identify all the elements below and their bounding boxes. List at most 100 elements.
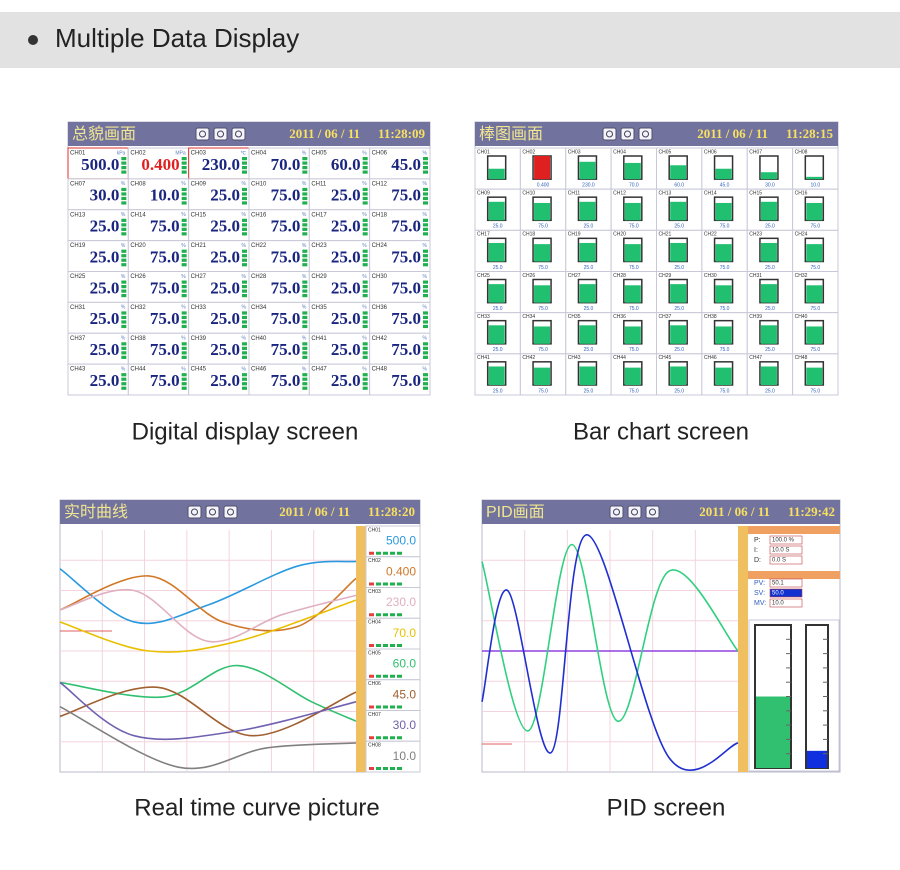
cell: [188, 363, 250, 396]
indicator: [362, 254, 368, 258]
indicator: [390, 582, 395, 586]
list-value: 500.0: [386, 534, 416, 548]
channel-name: CH30: [372, 274, 388, 280]
unit: %: [362, 305, 367, 311]
unit: ℃: [240, 150, 246, 156]
channel-name: CH02: [368, 558, 381, 564]
unit: %: [181, 181, 186, 187]
bar-value: 25.0: [493, 347, 503, 353]
bar: [624, 162, 641, 180]
bar: [806, 202, 823, 221]
channel-value: 25.0: [331, 247, 361, 266]
indicator: [302, 227, 308, 231]
time: 11:28:09: [378, 126, 425, 141]
cell: [792, 353, 839, 396]
channel-name: CH03: [368, 589, 381, 595]
channel-name: CH17: [477, 232, 490, 238]
indicator: [181, 289, 187, 293]
bar: [715, 244, 732, 262]
indicator: [121, 373, 127, 377]
indicator: [376, 767, 381, 770]
bar-value: 25.0: [765, 388, 775, 394]
indicator: [242, 263, 247, 267]
icon: [638, 127, 653, 141]
curve: [59, 588, 357, 643]
date: 2011 / 06 / 11: [697, 126, 768, 141]
unit: %: [121, 366, 126, 372]
indicator: [369, 674, 374, 678]
screen-title-bar: [475, 122, 838, 146]
list-value: 230.0: [386, 595, 416, 609]
param-box: [769, 535, 803, 545]
param-label: P:: [754, 537, 761, 544]
caption: PID screen: [607, 794, 726, 821]
channel-name: CH29: [311, 274, 327, 280]
indicator: [242, 355, 247, 359]
list-entry: [365, 679, 421, 711]
cell: [127, 209, 190, 242]
indicator: [242, 258, 247, 262]
channel-value: 10.0: [150, 186, 180, 205]
channel-value: 75.0: [271, 217, 301, 236]
channel-value: 25.0: [90, 309, 120, 328]
cell: [369, 301, 431, 334]
unit: %: [362, 150, 367, 156]
indicator: [369, 705, 374, 709]
indicator: [362, 377, 368, 381]
unit: %: [242, 366, 247, 372]
channel-name: CH23: [749, 232, 762, 238]
channel-value: 25.0: [210, 278, 240, 297]
channel-name: CH46: [251, 367, 267, 373]
bar: [488, 242, 505, 262]
channel-value: 75.0: [391, 247, 421, 266]
indicator: [362, 373, 368, 377]
gauge: [756, 696, 790, 768]
indicator: [423, 346, 428, 350]
indicator: [181, 355, 187, 359]
cell: [188, 332, 250, 365]
bar-value: 25.0: [674, 347, 684, 353]
channel-value: 75.0: [150, 217, 180, 236]
indicator: [383, 644, 388, 647]
indicator: [242, 294, 247, 298]
param-value: 50.0: [772, 591, 784, 597]
bar: [534, 326, 551, 344]
channel-name: CH31: [70, 305, 86, 311]
channel-name: CH32: [130, 305, 146, 311]
cell: [308, 301, 371, 334]
cell: [188, 271, 250, 303]
indicator: [423, 196, 428, 201]
indicator: [362, 382, 368, 386]
bar: [670, 325, 687, 344]
channel-name: CH01: [368, 527, 381, 533]
icon-glyph: [613, 508, 620, 516]
channel-value: 45.0: [391, 155, 421, 174]
param-label: D:: [754, 557, 761, 564]
channel-value: 75.0: [391, 309, 421, 328]
unit: %: [181, 366, 186, 372]
channel-value: 75.0: [150, 278, 180, 297]
unit: %: [121, 336, 126, 342]
indicator: [181, 342, 187, 346]
unit: %: [362, 212, 367, 218]
date: 2011 / 06 / 11: [289, 126, 360, 141]
channel-name: CH06: [704, 149, 717, 155]
header-title: Multiple Data Display: [55, 23, 299, 53]
indicator: [181, 192, 187, 196]
channel-name: CH11: [568, 190, 581, 196]
indicator: [302, 161, 308, 165]
channel-name: CH19: [70, 243, 86, 249]
indicator: [181, 382, 187, 386]
channel-name: CH05: [311, 151, 327, 157]
indicator: [121, 170, 127, 174]
indicator: [362, 192, 368, 196]
channel-name: CH35: [311, 305, 327, 311]
indicator: [242, 232, 247, 236]
indicator: [376, 705, 381, 709]
channel-name: CH48: [795, 355, 808, 361]
indicator: [121, 294, 127, 298]
channel-value: 75.0: [391, 340, 421, 359]
param-label: MV:: [754, 600, 766, 607]
channel-name: CH10: [522, 190, 535, 196]
indicator: [181, 196, 187, 201]
